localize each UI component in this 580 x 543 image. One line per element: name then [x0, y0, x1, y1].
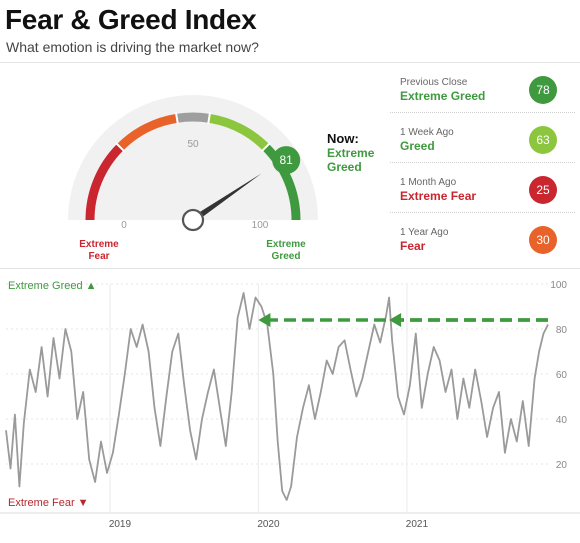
annotation-arrow-head — [258, 313, 271, 327]
y-tick-label: 60 — [556, 370, 568, 381]
reading-status: Greed — [400, 139, 435, 153]
divider — [0, 268, 580, 269]
y-tick-label: 40 — [556, 415, 568, 426]
reading-1-year-ago: 1 Year Ago Fear 30 — [390, 213, 575, 263]
top-band-label: Extreme Greed ▲ — [8, 280, 97, 292]
y-tick-label: 80 — [556, 325, 568, 336]
now-label: Now: — [327, 131, 359, 146]
reading-1-month-ago: 1 Month Ago Extreme Fear 25 — [390, 163, 575, 213]
gauge-band-segment — [85, 143, 124, 221]
reading-badge: 30 — [529, 226, 557, 254]
y-tick-label: 20 — [556, 460, 568, 471]
reading-badge: 25 — [529, 176, 557, 204]
reading-status: Extreme Greed — [400, 89, 486, 103]
gauge-right-label: Extreme — [266, 239, 306, 250]
gauge-band-segment — [116, 113, 178, 151]
gauge-dial — [68, 95, 318, 220]
reading-1-week-ago: 1 Week Ago Greed 63 — [390, 113, 575, 163]
gauge-segment-divider — [174, 112, 179, 125]
gauge-tick-label: 0 — [121, 220, 127, 231]
gauge-band-segment — [208, 113, 270, 151]
x-tick-label: 2019 — [109, 519, 132, 530]
reading-label: Previous Close — [400, 77, 468, 88]
reading-previous-close: Previous Close Extreme Greed 78 — [390, 63, 575, 113]
gauge-value-badge — [272, 146, 301, 175]
x-tick-label: 2021 — [406, 519, 429, 530]
reading-label: 1 Year Ago — [400, 227, 449, 238]
gauge-right-label: Greed — [272, 251, 301, 262]
gauge-value-text: 81 — [280, 153, 294, 167]
gauge-tick-label: 50 — [187, 139, 199, 150]
gauge-left-label: Extreme — [79, 239, 119, 250]
reading-badge: 78 — [529, 76, 557, 104]
annotation-arrow-head — [389, 313, 402, 327]
gauge-band-segment — [176, 112, 210, 123]
now-status: Extreme Greed — [327, 146, 375, 174]
reading-label: 1 Week Ago — [400, 127, 454, 138]
y-tick-label: 100 — [550, 280, 567, 291]
reading-status: Extreme Fear — [400, 189, 477, 203]
reading-badge: 63 — [529, 126, 557, 154]
page-title: Fear & Greed Index — [5, 4, 257, 35]
gauge-segment-divider — [115, 142, 126, 153]
gauge-left-label: Fear — [88, 251, 109, 262]
gauge-hub — [181, 208, 205, 232]
gauge-needle — [191, 173, 262, 223]
reading-label: 1 Month Ago — [400, 177, 457, 188]
gauge-tick-label: 100 — [252, 220, 269, 231]
bottom-band-label: Extreme Fear ▼ — [8, 497, 89, 509]
page-subtitle: What emotion is driving the market now? — [6, 39, 259, 55]
historical-readings: Previous Close Extreme Greed 78 1 Week A… — [390, 63, 575, 263]
gauge-segment-divider — [260, 142, 271, 153]
divider — [0, 62, 580, 63]
series-line — [5, 292, 549, 501]
fear-greed-history-chart: 20 40 60 80 100 2019 2020 2021 Extreme Greed ▲ Ex… — [0, 280, 580, 530]
reading-status: Fear — [400, 239, 426, 253]
gauge-band-segment — [262, 143, 301, 221]
gauge-segment-divider — [207, 112, 212, 125]
x-tick-label: 2020 — [257, 519, 280, 530]
